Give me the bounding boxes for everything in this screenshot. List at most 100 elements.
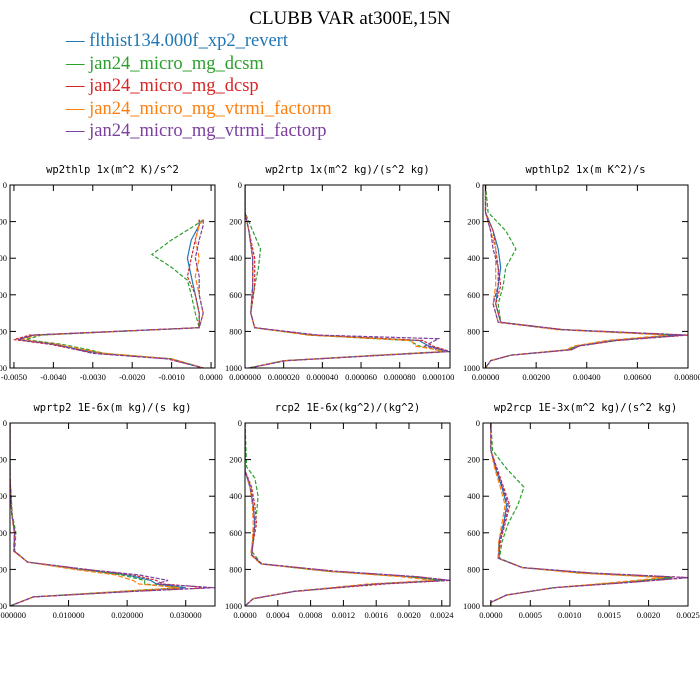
x-tick-label: -0.0040 bbox=[40, 372, 66, 382]
series-line bbox=[10, 423, 180, 606]
x-tick-label: 0.0010 bbox=[558, 610, 581, 620]
legend-item: — flthist134.000f_xp2_revert bbox=[66, 30, 332, 53]
plot-frame bbox=[9, 422, 216, 607]
y-tick-label: 800 bbox=[0, 326, 7, 336]
y-tick-label: 1000 bbox=[225, 363, 242, 373]
chart-panel: wp2rcp 1E-3x(m^2 kg)/(s^2 kg) 0 200 400 600 8… bbox=[463, 402, 700, 620]
plot-frame bbox=[482, 184, 689, 369]
series-line bbox=[490, 423, 688, 606]
series-line bbox=[25, 219, 204, 368]
x-tick-label: 0.00800 bbox=[674, 372, 700, 382]
y-tick-label: 1000 bbox=[463, 363, 480, 373]
chart-title: wp2rtp 1x(m^2 kg)/(s^2 kg) bbox=[265, 164, 429, 176]
x-tick-label: 0.00000 bbox=[472, 372, 500, 382]
series-line bbox=[10, 423, 180, 606]
y-tick-label: 200 bbox=[467, 455, 480, 465]
legend-item: — jan24_micro_mg_vtrmi_factorp bbox=[66, 120, 332, 143]
chart-panel: wp2thlp 1x(m^2 K)/s^202004006008001000-0… bbox=[0, 164, 223, 382]
x-tick-label: 0.0000 bbox=[199, 372, 222, 382]
x-tick-label: 0.00600 bbox=[624, 372, 652, 382]
series-line bbox=[484, 185, 688, 368]
y-tick-label: 0 bbox=[3, 180, 7, 190]
legend-item: — jan24_micro_mg_dcsm bbox=[66, 53, 332, 76]
plot-frame bbox=[244, 422, 451, 607]
figure-title: CLUBB VAR at300E,15N bbox=[249, 8, 451, 29]
y-tick-label: 0 bbox=[476, 418, 480, 428]
x-tick-label: 0.0024 bbox=[430, 610, 454, 620]
x-tick-label: 0.000020 bbox=[268, 372, 300, 382]
chart-title: wprtp2 1E-6x(m kg)/(s kg) bbox=[33, 402, 191, 414]
y-tick-label: 800 bbox=[0, 564, 7, 574]
series-line bbox=[490, 423, 673, 606]
y-tick-label: 200 bbox=[229, 455, 242, 465]
x-tick-label: 0.0008 bbox=[299, 610, 322, 620]
x-tick-label: 0.0025 bbox=[676, 610, 699, 620]
chart-title: wp2rcp 1E-3x(m^2 kg)/(s^2 kg) bbox=[494, 402, 677, 414]
legend-label: jan24_micro_mg_vtrmi_factorm bbox=[89, 98, 332, 119]
y-tick-label: 1000 bbox=[225, 601, 242, 611]
x-tick-label: 0.0000 bbox=[479, 610, 502, 620]
series-line bbox=[484, 185, 668, 368]
legend-item: — jan24_micro_mg_dcsp bbox=[66, 75, 332, 98]
y-tick-label: 600 bbox=[229, 290, 242, 300]
x-tick-label: 0.000060 bbox=[345, 372, 377, 382]
series-line bbox=[13, 219, 204, 368]
y-tick-label: 200 bbox=[0, 455, 7, 465]
legend-label: jan24_micro_mg_dcsm bbox=[89, 53, 264, 74]
y-tick-label: 800 bbox=[467, 564, 480, 574]
legend-dash: — bbox=[66, 121, 90, 142]
y-tick-label: 200 bbox=[0, 217, 7, 227]
x-tick-label: -0.0020 bbox=[119, 372, 145, 382]
y-tick-label: 600 bbox=[229, 528, 242, 538]
y-tick-label: 0 bbox=[238, 180, 242, 190]
x-tick-label: -0.0030 bbox=[80, 372, 106, 382]
y-tick-label: 600 bbox=[467, 290, 480, 300]
x-tick-label: 0.00200 bbox=[522, 372, 550, 382]
x-tick-label: 0.000000 bbox=[229, 372, 261, 382]
legend-dash: — bbox=[66, 31, 90, 51]
series-line bbox=[484, 185, 686, 368]
legend-dash: — bbox=[66, 98, 90, 119]
y-tick-label: 1000 bbox=[0, 363, 7, 373]
y-tick-label: 400 bbox=[229, 253, 242, 263]
y-tick-label: 400 bbox=[0, 253, 7, 263]
x-tick-label: 0.0020 bbox=[397, 610, 420, 620]
x-tick-label: 0.000100 bbox=[422, 372, 454, 382]
x-tick-label: 0.0020 bbox=[637, 610, 660, 620]
series-line bbox=[21, 219, 204, 368]
y-tick-label: 1000 bbox=[463, 601, 480, 611]
y-tick-label: 1000 bbox=[0, 601, 7, 611]
x-tick-label: 0.0004 bbox=[266, 610, 290, 620]
x-tick-label: 0.000040 bbox=[306, 372, 338, 382]
series-line bbox=[17, 219, 204, 368]
plot-frame bbox=[482, 422, 689, 607]
series-line bbox=[10, 423, 215, 606]
x-tick-label: -0.0010 bbox=[159, 372, 185, 382]
series-line bbox=[245, 423, 434, 606]
series-line bbox=[17, 219, 204, 368]
y-tick-label: 0 bbox=[238, 418, 242, 428]
plot-frame bbox=[244, 184, 451, 369]
y-tick-label: 0 bbox=[476, 180, 480, 190]
y-tick-label: 200 bbox=[467, 217, 480, 227]
legend-dash: — bbox=[66, 76, 90, 97]
series-line bbox=[490, 423, 688, 606]
chart-panel: rcp2 1E-6x(kg^2)/(kg^2) 0 200 400 600 800 1000… bbox=[225, 402, 454, 620]
y-tick-label: 600 bbox=[467, 528, 480, 538]
y-tick-label: 600 bbox=[0, 290, 7, 300]
chart-title: wpthlp2 1x(m K^2)/s bbox=[525, 164, 645, 176]
x-tick-label: 0.0012 bbox=[332, 610, 355, 620]
series-line bbox=[490, 423, 673, 606]
y-tick-label: 400 bbox=[0, 491, 7, 501]
legend-item: — jan24_micro_mg_vtrmi_factorm bbox=[66, 98, 332, 121]
series-line bbox=[245, 185, 450, 368]
legend-label: flthist134.000f_xp2_revert bbox=[89, 31, 288, 51]
y-tick-label: 400 bbox=[467, 253, 480, 263]
series-line bbox=[484, 185, 683, 368]
legend: — flthist134.000f_xp2_revert — jan24_mic… bbox=[66, 30, 332, 143]
plot-frame bbox=[9, 184, 216, 369]
x-tick-label: 0.0015 bbox=[597, 610, 620, 620]
chart-panel: wprtp2 1E-6x(m kg)/(s kg) 0 200 400 600 800 10… bbox=[0, 402, 216, 620]
x-tick-label: 0.0000 bbox=[233, 610, 256, 620]
